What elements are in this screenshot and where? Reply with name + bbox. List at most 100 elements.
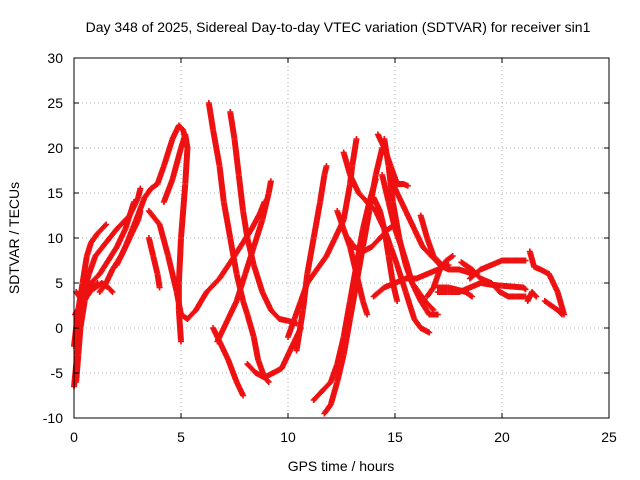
data-point bbox=[323, 163, 330, 169]
series-trace bbox=[489, 281, 502, 294]
series-arc-32 bbox=[434, 284, 476, 300]
series-trace bbox=[418, 299, 432, 317]
chart-title: Day 348 of 2025, Sidereal Day-to-day VTE… bbox=[86, 19, 591, 35]
series-trace bbox=[555, 308, 564, 317]
y-axis-label: SDTVAR / TECUs bbox=[6, 182, 22, 294]
data-point bbox=[156, 284, 163, 291]
data-point bbox=[178, 338, 184, 345]
data-point bbox=[364, 311, 371, 318]
series-trace bbox=[95, 222, 109, 236]
series-trace bbox=[217, 339, 231, 362]
x-tick-label: 20 bbox=[494, 429, 510, 445]
series-trace bbox=[114, 227, 128, 249]
series-trace bbox=[97, 258, 111, 276]
series-trace bbox=[175, 236, 184, 285]
series-trace bbox=[89, 272, 102, 285]
series-trace bbox=[546, 272, 560, 294]
series-trace bbox=[259, 290, 274, 312]
series-trace bbox=[345, 236, 357, 249]
series-trace bbox=[347, 281, 360, 321]
series-trace bbox=[300, 272, 311, 312]
data-point bbox=[353, 136, 360, 142]
axis-ticks: 0 5 10 15 20 25 -10 -5 0 5 10 15 20 25 30 bbox=[43, 50, 617, 445]
data-point bbox=[449, 253, 456, 259]
series-trace bbox=[93, 240, 109, 258]
series-trace bbox=[175, 308, 184, 343]
series-trace bbox=[412, 317, 423, 330]
series-trace bbox=[328, 362, 340, 384]
series-trace bbox=[142, 186, 154, 200]
series-trace bbox=[206, 101, 216, 132]
series-trace bbox=[154, 164, 167, 186]
series-trace bbox=[320, 380, 333, 393]
series-trace bbox=[104, 227, 119, 245]
series-trace bbox=[403, 290, 417, 321]
series-trace bbox=[154, 272, 163, 289]
x-tick-label: 10 bbox=[280, 429, 296, 445]
data-point bbox=[109, 289, 116, 295]
series-trace bbox=[521, 285, 528, 292]
series-arc-36 bbox=[524, 289, 540, 304]
series-trace bbox=[311, 389, 325, 402]
series-trace bbox=[231, 137, 242, 177]
series-arc-3 bbox=[71, 221, 110, 349]
series-trace bbox=[360, 209, 373, 249]
y-tick-label: 15 bbox=[47, 185, 63, 201]
series-trace bbox=[291, 299, 304, 321]
series-trace bbox=[360, 299, 370, 316]
series-trace bbox=[73, 353, 82, 384]
data-point bbox=[522, 286, 529, 293]
series-trace bbox=[210, 128, 223, 168]
series-trace bbox=[240, 209, 251, 240]
series-arc-6 bbox=[73, 280, 116, 304]
data-point bbox=[533, 293, 540, 300]
series-trace bbox=[185, 308, 198, 321]
series-trace bbox=[227, 110, 238, 141]
data-point bbox=[103, 221, 110, 228]
data-point bbox=[522, 257, 529, 264]
series-trace bbox=[227, 236, 240, 276]
series-trace bbox=[165, 254, 180, 294]
series-arc-30 bbox=[424, 253, 456, 300]
y-tick-label: -5 bbox=[51, 365, 64, 381]
y-tick-label: 0 bbox=[55, 320, 63, 336]
x-tick-label: 0 bbox=[70, 429, 78, 445]
series-trace bbox=[347, 173, 361, 195]
series-trace bbox=[100, 280, 110, 290]
series-trace bbox=[543, 298, 553, 308]
y-tick-label: -10 bbox=[43, 410, 63, 426]
series-trace bbox=[409, 281, 424, 303]
series-trace bbox=[468, 267, 483, 281]
series-trace bbox=[106, 285, 115, 294]
data-point bbox=[267, 178, 274, 185]
series-trace bbox=[340, 299, 353, 339]
series-trace bbox=[86, 254, 98, 276]
series-arc-8 bbox=[145, 235, 163, 291]
series-trace bbox=[75, 326, 84, 357]
series-trace bbox=[285, 317, 297, 339]
series-arc-34 bbox=[466, 257, 529, 282]
series-trace bbox=[169, 146, 184, 181]
series-trace bbox=[150, 254, 161, 276]
series-trace bbox=[340, 317, 353, 357]
series-trace bbox=[178, 182, 189, 240]
data-series bbox=[71, 100, 568, 417]
y-tick-label: 10 bbox=[47, 230, 63, 246]
series-arc-13 bbox=[210, 325, 247, 399]
series-arc-12 bbox=[227, 109, 300, 327]
series-arc-33 bbox=[458, 259, 529, 300]
data-point bbox=[265, 379, 272, 385]
series-trace bbox=[349, 137, 360, 168]
series-trace bbox=[268, 308, 282, 321]
x-tick-label: 25 bbox=[601, 429, 617, 445]
series-trace bbox=[225, 299, 239, 321]
series-trace bbox=[317, 173, 328, 204]
series-trace bbox=[437, 258, 449, 272]
series-trace bbox=[431, 268, 443, 289]
series-trace bbox=[122, 200, 137, 231]
series-arc-37 bbox=[541, 298, 565, 318]
series-trace bbox=[122, 218, 139, 249]
series-arc-22 bbox=[344, 221, 398, 255]
series-trace bbox=[444, 253, 455, 263]
